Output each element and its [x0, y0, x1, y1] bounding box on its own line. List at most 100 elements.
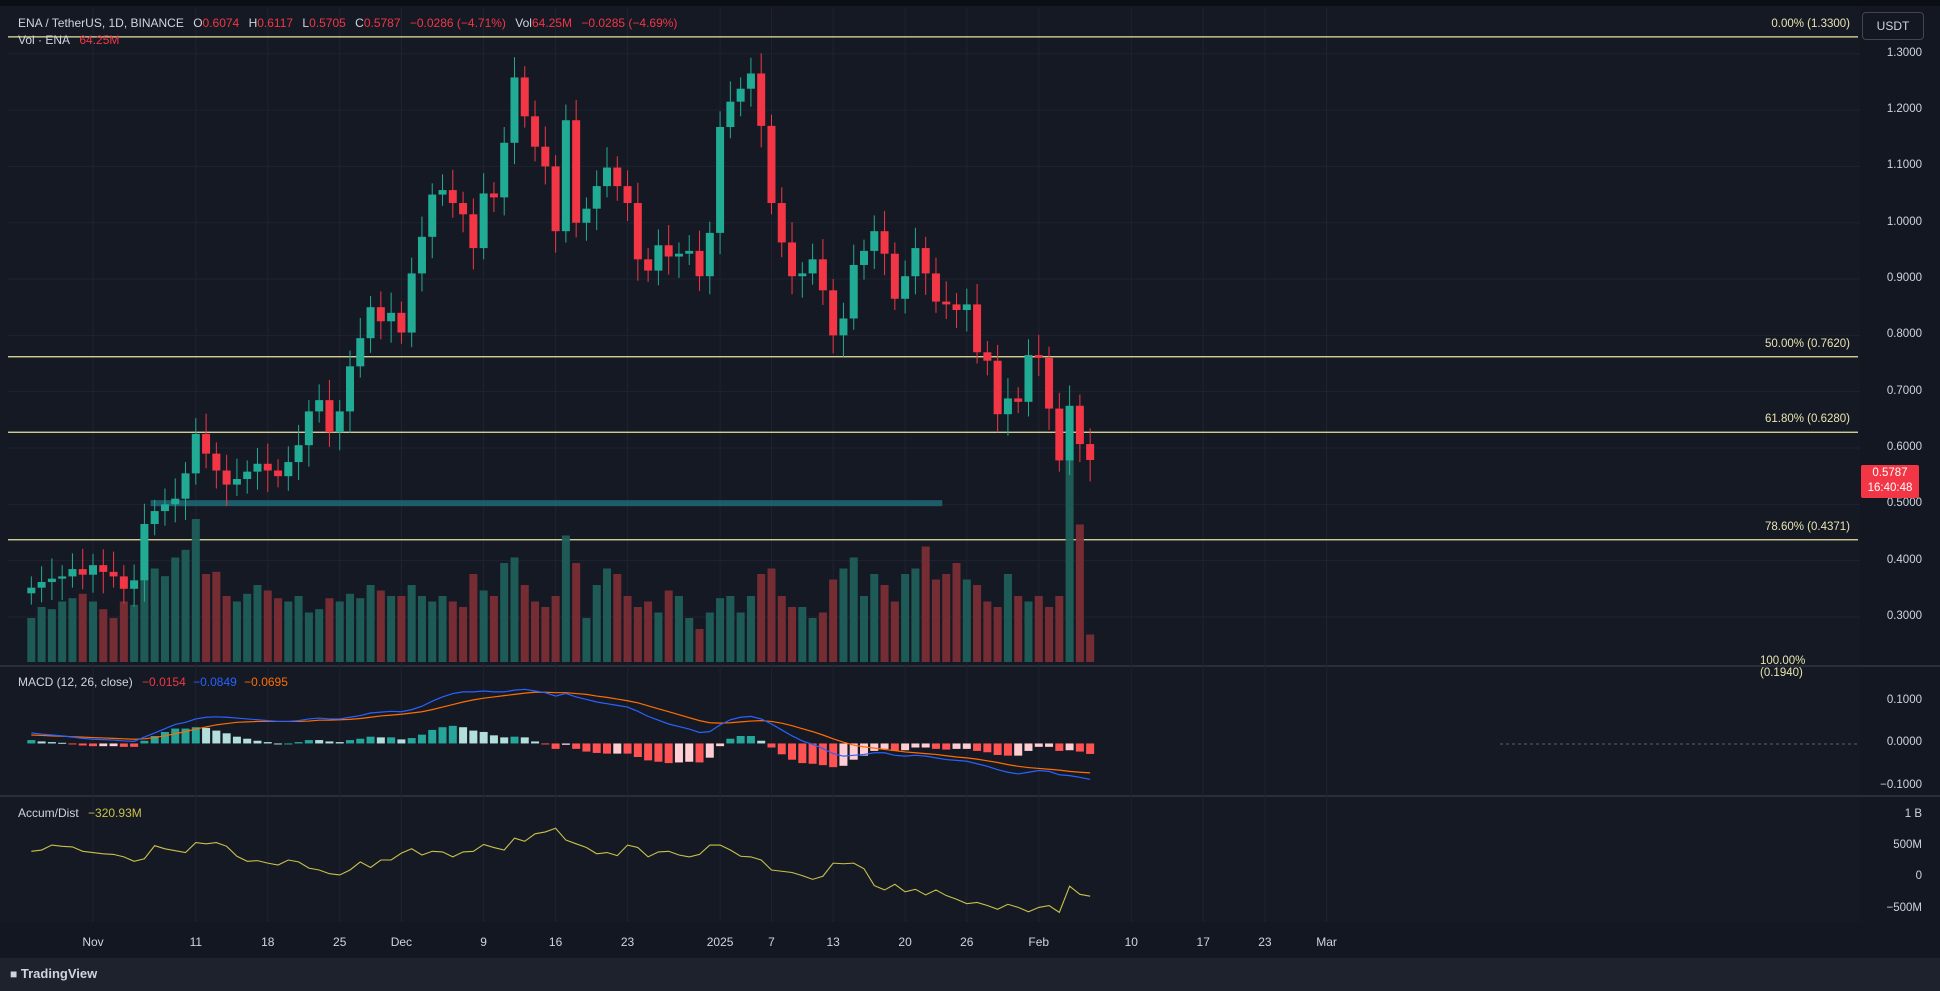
- candle-body[interactable]: [962, 304, 971, 311]
- candle-body[interactable]: [1024, 355, 1033, 402]
- candle-body[interactable]: [315, 400, 324, 412]
- candle-body[interactable]: [1075, 405, 1084, 445]
- candle-body[interactable]: [325, 400, 334, 433]
- candle-body[interactable]: [1014, 398, 1023, 402]
- candle-body[interactable]: [829, 290, 838, 336]
- candle-body[interactable]: [644, 259, 653, 271]
- candle-body[interactable]: [171, 498, 180, 505]
- candle-body[interactable]: [459, 203, 468, 215]
- candle-body[interactable]: [335, 411, 344, 433]
- macd-line[interactable]: [31, 688, 1091, 781]
- candle-body[interactable]: [952, 304, 961, 311]
- candle-body[interactable]: [901, 276, 910, 299]
- candle-body[interactable]: [387, 312, 396, 322]
- macd-legend-title[interactable]: MACD (12, 26, close): [18, 675, 133, 689]
- candle-body[interactable]: [202, 433, 211, 454]
- symbol-title[interactable]: ENA / TetherUS, 1D, BINANCE: [18, 16, 184, 30]
- candle-body[interactable]: [428, 194, 437, 237]
- candle-body[interactable]: [942, 301, 951, 305]
- candle-body[interactable]: [376, 307, 385, 322]
- candle-body[interactable]: [1003, 398, 1012, 415]
- candle-body[interactable]: [253, 463, 262, 472]
- candle-body[interactable]: [613, 167, 622, 187]
- candle-body[interactable]: [89, 565, 97, 575]
- candle-body[interactable]: [931, 273, 940, 302]
- candle-body[interactable]: [695, 250, 704, 277]
- candle-body[interactable]: [191, 433, 200, 474]
- candle-body[interactable]: [541, 146, 550, 167]
- candle-body[interactable]: [469, 214, 478, 249]
- candle-body[interactable]: [839, 318, 848, 336]
- macd-pane[interactable]: [0, 667, 1860, 795]
- macd-legend[interactable]: MACD (12, 26, close) −0.0154 −0.0849 −0.…: [18, 675, 294, 689]
- candle-body[interactable]: [983, 352, 992, 361]
- candle-body[interactable]: [284, 462, 293, 477]
- candle-body[interactable]: [890, 253, 899, 299]
- candle-body[interactable]: [1045, 357, 1054, 409]
- pane-separator-2[interactable]: [0, 795, 1940, 797]
- candle-body[interactable]: [860, 250, 868, 265]
- candle-body[interactable]: [263, 463, 272, 471]
- candle-body[interactable]: [551, 166, 560, 232]
- candle-body[interactable]: [531, 116, 540, 147]
- candle-body[interactable]: [47, 578, 56, 583]
- volume-legend-title[interactable]: Vol · ENA: [18, 33, 71, 47]
- candle-body[interactable]: [27, 587, 36, 594]
- candle-body[interactable]: [212, 453, 221, 471]
- candle-body[interactable]: [356, 338, 365, 367]
- symbol-legend[interactable]: ENA / TetherUS, 1D, BINANCE O0.6074 H0.6…: [18, 16, 683, 30]
- candle-body[interactable]: [520, 77, 529, 117]
- candle-body[interactable]: [572, 120, 581, 223]
- candle-body[interactable]: [366, 307, 375, 339]
- candle-body[interactable]: [592, 186, 601, 209]
- macd-signal-line[interactable]: [31, 691, 1091, 774]
- candle-body[interactable]: [232, 478, 241, 485]
- candle-body[interactable]: [788, 242, 797, 277]
- candle-body[interactable]: [1086, 444, 1095, 460]
- candle-body[interactable]: [489, 193, 498, 198]
- candle-body[interactable]: [654, 245, 663, 271]
- candle-body[interactable]: [603, 167, 611, 187]
- candle-body[interactable]: [222, 470, 231, 485]
- candle-body[interactable]: [1065, 405, 1074, 461]
- candle-body[interactable]: [849, 264, 858, 319]
- candle-body[interactable]: [438, 190, 447, 195]
- candle-body[interactable]: [397, 312, 406, 333]
- candle-body[interactable]: [880, 231, 889, 254]
- candle-body[interactable]: [921, 248, 930, 274]
- candle-body[interactable]: [633, 203, 642, 260]
- candle-body[interactable]: [417, 236, 426, 274]
- candle-body[interactable]: [510, 77, 519, 143]
- currency-button[interactable]: USDT: [1862, 12, 1924, 40]
- candle-body[interactable]: [68, 569, 77, 577]
- ad-pane[interactable]: [0, 797, 1860, 922]
- candle-body[interactable]: [808, 259, 817, 274]
- support-zone[interactable]: [150, 500, 943, 507]
- volume-legend[interactable]: Vol · ENA 64.25M: [18, 33, 125, 47]
- candle-body[interactable]: [346, 366, 354, 412]
- candle-body[interactable]: [160, 504, 169, 512]
- candle-body[interactable]: [818, 259, 827, 291]
- candle-body[interactable]: [623, 186, 632, 204]
- candle-body[interactable]: [500, 142, 509, 198]
- candle-body[interactable]: [99, 565, 108, 572]
- candle-body[interactable]: [479, 193, 488, 249]
- candle-body[interactable]: [716, 127, 725, 233]
- candle-body[interactable]: [674, 253, 683, 257]
- accum-dist-line[interactable]: [31, 827, 1091, 914]
- candle-body[interactable]: [757, 73, 766, 126]
- candle-body[interactable]: [798, 273, 807, 277]
- candle-body[interactable]: [119, 576, 128, 589]
- candle-body[interactable]: [993, 360, 1002, 415]
- pane-separator-1[interactable]: [0, 665, 1940, 667]
- price-pane[interactable]: [0, 6, 1860, 666]
- candle-body[interactable]: [58, 576, 67, 579]
- candle-body[interactable]: [294, 445, 303, 463]
- candle-body[interactable]: [705, 232, 714, 277]
- candle-body[interactable]: [78, 569, 87, 575]
- candle-body[interactable]: [736, 88, 745, 102]
- candle-body[interactable]: [582, 208, 591, 223]
- candle-body[interactable]: [448, 190, 457, 204]
- tradingview-logo[interactable]: ■ TradingView: [10, 966, 97, 981]
- candle-body[interactable]: [911, 248, 920, 277]
